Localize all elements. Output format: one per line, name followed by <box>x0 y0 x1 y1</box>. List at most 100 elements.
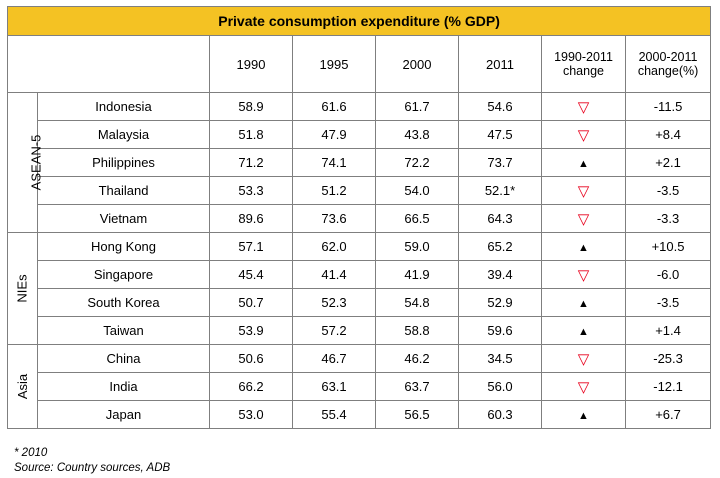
value-1995-cell: 61.6 <box>292 92 376 121</box>
trend-cell: ▽ <box>541 120 626 149</box>
value-2011-cell: 60.3 <box>458 400 542 429</box>
trend-cell: ▲ <box>541 232 626 261</box>
trend-cell: ▽ <box>541 344 626 373</box>
value-1995-cell: 73.6 <box>292 204 376 233</box>
change-cell: -3.5 <box>624 176 712 205</box>
value-1990-cell: 57.1 <box>209 232 293 261</box>
trend-cell: ▲ <box>541 288 626 317</box>
value-1990-cell: 50.6 <box>209 344 293 373</box>
value-1995-cell: 51.2 <box>292 176 376 205</box>
change-cell: -3.3 <box>624 204 712 233</box>
value-2011-cell: 54.6 <box>458 92 542 121</box>
source-note: Source: Country sources, ADB <box>14 462 171 474</box>
value-2011-cell: 34.5 <box>458 344 542 373</box>
country-cell: China <box>37 344 210 373</box>
group-label-text: Asia <box>14 373 30 400</box>
value-1990-cell: 53.3 <box>209 176 293 205</box>
table-row: India 66.2 63.1 63.7 56.0 ▽ -12.1 <box>8 372 712 401</box>
value-1995-cell: 63.1 <box>292 372 376 401</box>
value-1995-cell: 47.9 <box>292 120 376 149</box>
country-cell: Vietnam <box>37 204 210 233</box>
trend-cell: ▽ <box>541 372 626 401</box>
header-2011: 2011 <box>458 35 542 93</box>
change-cell: -11.5 <box>624 92 712 121</box>
value-1990-cell: 71.2 <box>209 148 293 177</box>
header-row: 1990 1995 2000 2011 1990-2011 change 200… <box>7 35 712 93</box>
value-2000-cell: 56.5 <box>375 400 459 429</box>
group-label-text: ASEAN-5 <box>28 134 44 191</box>
header-1995: 1995 <box>292 35 376 93</box>
change-cell: +1.4 <box>624 316 712 345</box>
header-change-1990-2011: 1990-2011 change <box>541 35 626 93</box>
value-1990-cell: 50.7 <box>209 288 293 317</box>
trend-cell: ▽ <box>541 92 626 121</box>
change-cell: +10.5 <box>624 232 712 261</box>
trend-cell: ▽ <box>541 260 626 289</box>
trend-cell: ▽ <box>541 176 626 205</box>
value-2000-cell: 41.9 <box>375 260 459 289</box>
header-change-2000-2011-text: 2000-2011 change(%) <box>637 50 699 78</box>
trend-cell: ▲ <box>541 316 626 345</box>
country-cell: Singapore <box>37 260 210 289</box>
value-1990-cell: 58.9 <box>209 92 293 121</box>
footer: * 2010 Source: Country sources, ADB <box>14 446 170 476</box>
change-cell: +2.1 <box>624 148 712 177</box>
country-cell: Indonesia <box>37 92 210 121</box>
header-change-1990-2011-text: 1990-2011 change <box>554 50 613 78</box>
triangle-up-icon: ▲ <box>578 242 589 254</box>
triangle-down-icon: ▽ <box>577 98 590 116</box>
value-2000-cell: 61.7 <box>375 92 459 121</box>
header-change-2000-2011: 2000-2011 change(%) <box>624 35 712 93</box>
table-row: Asia China 50.6 46.7 46.2 34.5 ▽ -25.3 <box>7 344 712 429</box>
value-1995-cell: 62.0 <box>292 232 376 261</box>
country-cell: Hong Kong <box>37 232 210 261</box>
value-1990-cell: 51.8 <box>209 120 293 149</box>
value-2000-cell: 54.0 <box>375 176 459 205</box>
triangle-down-icon: ▽ <box>577 266 590 284</box>
change-cell: -6.0 <box>624 260 712 289</box>
value-1995-cell: 55.4 <box>292 400 376 429</box>
table-row: Vietnam 89.6 73.6 66.5 64.3 ▽ -3.3 <box>8 204 712 233</box>
triangle-down-icon: ▽ <box>577 350 590 368</box>
country-cell: Japan <box>37 400 210 429</box>
country-cell: Philippines <box>37 148 210 177</box>
triangle-up-icon: ▲ <box>578 158 589 170</box>
triangle-down-icon: ▽ <box>577 126 590 144</box>
value-1995-cell: 46.7 <box>292 344 376 373</box>
value-2000-cell: 63.7 <box>375 372 459 401</box>
group-label-text: NIEs <box>14 274 30 303</box>
value-1990-cell: 89.6 <box>209 204 293 233</box>
triangle-up-icon: ▲ <box>578 298 589 310</box>
change-cell: -3.5 <box>624 288 712 317</box>
value-1990-cell: 53.0 <box>209 400 293 429</box>
group-label: ASEAN-5 <box>7 92 43 233</box>
value-1990-cell: 45.4 <box>209 260 293 289</box>
header-blank <box>7 35 210 93</box>
value-1995-cell: 57.2 <box>292 316 376 345</box>
value-2000-cell: 43.8 <box>375 120 459 149</box>
value-2000-cell: 59.0 <box>375 232 459 261</box>
table-title: Private consumption expenditure (% GDP) <box>6 6 712 36</box>
table-row: Thailand 53.3 51.2 54.0 52.1* ▽ -3.5 <box>8 176 712 205</box>
value-2011-cell: 47.5 <box>458 120 542 149</box>
data-table: Private consumption expenditure (% GDP) … <box>6 6 712 429</box>
triangle-down-icon: ▽ <box>577 210 590 228</box>
header-1990: 1990 <box>209 35 293 93</box>
table-row: NIEs Hong Kong 57.1 62.0 59.0 65.2 ▲ +10.5 <box>7 232 712 345</box>
value-2011-cell: 65.2 <box>458 232 542 261</box>
value-1995-cell: 41.4 <box>292 260 376 289</box>
table-row: ASEAN-5 Indonesia 58.9 61.6 61.7 54.6 ▽ -11.5 <box>7 92 712 233</box>
value-2011-cell: 52.9 <box>458 288 542 317</box>
country-cell: Thailand <box>37 176 210 205</box>
triangle-up-icon: ▲ <box>578 410 589 422</box>
table-container: Private consumption expenditure (% GDP) … <box>6 6 712 429</box>
table-row: Philippines 71.2 74.1 72.2 73.7 ▲ +2.1 <box>8 148 712 177</box>
value-2000-cell: 54.8 <box>375 288 459 317</box>
trend-cell: ▽ <box>541 204 626 233</box>
table-row: Taiwan 53.9 57.2 58.8 59.6 ▲ +1.4 <box>8 316 712 345</box>
table-row: Singapore 45.4 41.4 41.9 39.4 ▽ -6.0 <box>8 260 712 289</box>
value-2000-cell: 72.2 <box>375 148 459 177</box>
value-2011-cell: 64.3 <box>458 204 542 233</box>
value-2011-cell: 39.4 <box>458 260 542 289</box>
value-1995-cell: 52.3 <box>292 288 376 317</box>
